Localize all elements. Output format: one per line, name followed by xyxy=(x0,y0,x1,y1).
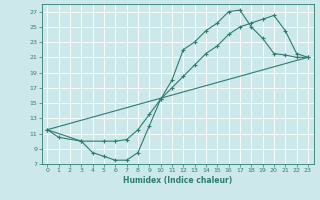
X-axis label: Humidex (Indice chaleur): Humidex (Indice chaleur) xyxy=(123,176,232,185)
